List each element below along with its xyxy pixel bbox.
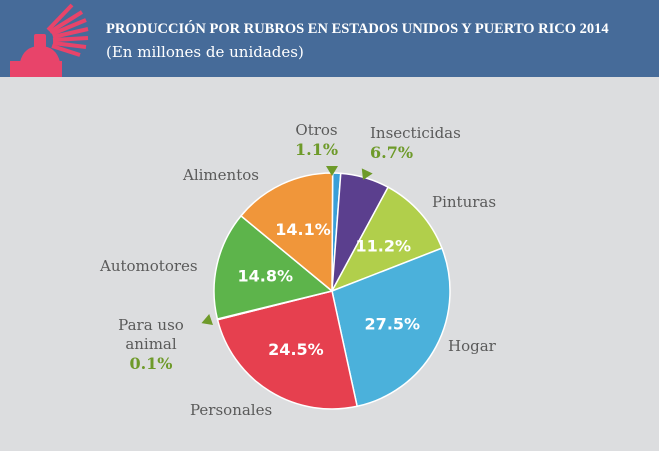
label-otros-name: Otros: [295, 121, 338, 139]
chart-subtitle: (En millones de unidades): [106, 43, 304, 61]
slice-hogar: [331, 247, 451, 408]
header: PRODUCCIÓN POR RUBROS EN ESTADOS UNIDOS …: [0, 0, 659, 77]
label-animal-pct: 0.1%: [129, 354, 173, 373]
slice-value-label: 11.2%: [356, 237, 412, 256]
label-para-uso-animal: Para uso animal 0.1%: [108, 316, 194, 373]
pointer-triangle-icon: [361, 168, 373, 180]
pointer-triangle-icon: [201, 313, 213, 325]
slice-value-label: 14.8%: [238, 267, 294, 286]
label-otros: Otros 1.1%: [295, 121, 338, 159]
label-alimentos: Alimentos: [183, 166, 259, 184]
slice-automotores: [213, 214, 334, 320]
label-pinturas: Pinturas: [432, 193, 497, 211]
label-otros-pct: 1.1%: [295, 140, 339, 159]
pointer-triangle-icon: [326, 166, 338, 176]
chart-title: PRODUCCIÓN POR RUBROS EN ESTADOS UNIDOS …: [106, 21, 609, 37]
label-insecticidas: Insecticidas 6.7%: [370, 124, 461, 162]
slice-alimentos: [239, 172, 334, 293]
label-hogar: Hogar: [448, 337, 496, 355]
label-insecticidas-name: Insecticidas: [370, 124, 461, 142]
slice-value-label: 27.5%: [365, 314, 421, 333]
label-automotores: Automotores: [100, 257, 198, 275]
slice-pinturas: [330, 186, 443, 293]
slice-value-label: 14.1%: [275, 220, 331, 239]
label-animal-name: Para uso animal: [118, 316, 184, 353]
slice-value-label: 24.5%: [268, 340, 324, 359]
label-insecticidas-pct: 6.7%: [370, 143, 414, 162]
spray-can-icon: [10, 3, 89, 77]
label-personales: Personales: [190, 401, 273, 419]
slice-personales: [216, 290, 359, 410]
